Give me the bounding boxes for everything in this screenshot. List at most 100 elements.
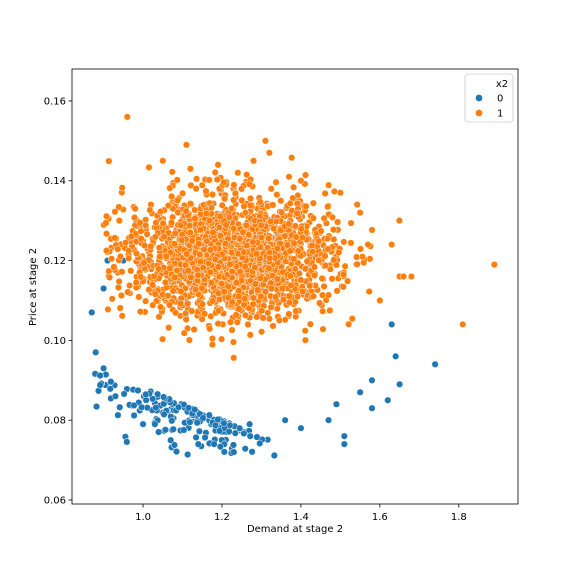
legend: x2 0 1 bbox=[464, 73, 514, 123]
point-series-1 bbox=[156, 253, 164, 261]
y-tick-label: 0.10 bbox=[44, 336, 66, 347]
point-series-1 bbox=[195, 240, 203, 248]
point-series-1 bbox=[320, 282, 328, 290]
point-series-1 bbox=[182, 207, 190, 215]
point-series-1 bbox=[265, 234, 273, 242]
point-series-1 bbox=[215, 307, 223, 315]
point-series-1 bbox=[230, 181, 238, 189]
point-series-0 bbox=[256, 439, 264, 447]
point-series-1 bbox=[110, 263, 118, 271]
point-series-0 bbox=[169, 425, 177, 433]
point-series-1 bbox=[106, 273, 114, 281]
point-series-1 bbox=[320, 214, 328, 222]
point-series-1 bbox=[309, 214, 317, 222]
point-series-1 bbox=[177, 287, 185, 295]
point-series-1 bbox=[250, 157, 258, 165]
point-series-1 bbox=[196, 250, 204, 258]
point-series-1 bbox=[166, 184, 174, 192]
point-series-1 bbox=[249, 300, 257, 308]
point-series-1 bbox=[182, 315, 190, 323]
point-series-1 bbox=[108, 255, 116, 263]
point-series-1 bbox=[330, 256, 338, 264]
point-series-1 bbox=[335, 248, 343, 257]
point-series-1 bbox=[253, 313, 261, 321]
point-series-1 bbox=[228, 204, 236, 212]
point-series-1 bbox=[277, 208, 286, 216]
point-series-1 bbox=[111, 234, 119, 242]
point-series-1 bbox=[319, 325, 327, 333]
point-series-1 bbox=[228, 326, 236, 334]
point-series-1 bbox=[155, 265, 163, 273]
point-series-0 bbox=[184, 450, 192, 459]
point-series-1 bbox=[270, 225, 278, 233]
point-series-1 bbox=[196, 226, 204, 234]
point-series-1 bbox=[145, 163, 153, 171]
points-layer bbox=[88, 113, 498, 459]
point-series-1 bbox=[301, 265, 309, 273]
y-tick-label: 0.16 bbox=[44, 96, 66, 107]
point-series-0 bbox=[160, 410, 168, 418]
point-series-0 bbox=[111, 392, 119, 400]
point-series-1 bbox=[353, 253, 361, 261]
point-series-1 bbox=[235, 292, 243, 301]
point-series-1 bbox=[187, 181, 195, 189]
point-series-1 bbox=[215, 296, 223, 304]
point-series-1 bbox=[216, 232, 225, 240]
point-series-1 bbox=[147, 242, 155, 250]
point-series-1 bbox=[267, 218, 275, 226]
point-series-1 bbox=[174, 208, 182, 216]
point-series-1 bbox=[202, 187, 210, 195]
point-series-1 bbox=[309, 248, 317, 256]
point-series-1 bbox=[326, 306, 334, 314]
point-series-1 bbox=[149, 281, 157, 289]
point-series-1 bbox=[168, 192, 176, 200]
point-series-1 bbox=[233, 279, 241, 287]
point-series-1 bbox=[131, 205, 139, 213]
point-series-1 bbox=[347, 239, 355, 247]
point-series-1 bbox=[207, 204, 215, 212]
point-series-1 bbox=[127, 233, 135, 241]
point-series-1 bbox=[306, 282, 314, 290]
point-series-0 bbox=[340, 440, 348, 448]
point-series-1 bbox=[159, 219, 167, 227]
point-series-1 bbox=[165, 301, 174, 309]
point-series-1 bbox=[339, 283, 347, 291]
point-series-1 bbox=[125, 254, 133, 262]
point-series-1 bbox=[164, 202, 172, 210]
point-series-1 bbox=[228, 249, 236, 257]
point-series-1 bbox=[376, 296, 384, 304]
point-series-1 bbox=[301, 327, 309, 335]
point-series-1 bbox=[299, 288, 307, 296]
point-series-1 bbox=[213, 176, 221, 184]
point-series-1 bbox=[102, 212, 110, 220]
point-series-0 bbox=[297, 424, 305, 432]
point-series-1 bbox=[243, 171, 251, 179]
y-tick-label: 0.14 bbox=[44, 176, 66, 187]
point-series-1 bbox=[230, 225, 238, 233]
point-series-0 bbox=[246, 432, 254, 440]
x-tick-label: 1.8 bbox=[451, 512, 467, 523]
point-series-1 bbox=[490, 261, 498, 269]
point-series-0 bbox=[161, 426, 169, 434]
point-series-1 bbox=[333, 287, 341, 295]
point-series-1 bbox=[290, 239, 298, 247]
point-series-1 bbox=[193, 175, 201, 183]
point-series-1 bbox=[286, 199, 294, 207]
point-series-0 bbox=[130, 401, 138, 409]
point-series-1 bbox=[157, 208, 165, 216]
point-series-0 bbox=[216, 443, 224, 451]
point-series-1 bbox=[224, 283, 232, 291]
point-series-1 bbox=[222, 239, 230, 248]
point-series-1 bbox=[186, 200, 194, 208]
x-tick-label: 1.0 bbox=[135, 512, 151, 523]
point-series-1 bbox=[308, 242, 316, 250]
point-series-1 bbox=[142, 221, 150, 229]
point-series-1 bbox=[294, 247, 302, 255]
point-series-1 bbox=[236, 268, 244, 276]
point-series-1 bbox=[228, 268, 236, 276]
point-series-0 bbox=[107, 378, 115, 386]
point-series-1 bbox=[202, 210, 210, 218]
point-series-1 bbox=[234, 169, 242, 177]
point-series-1 bbox=[241, 311, 249, 319]
